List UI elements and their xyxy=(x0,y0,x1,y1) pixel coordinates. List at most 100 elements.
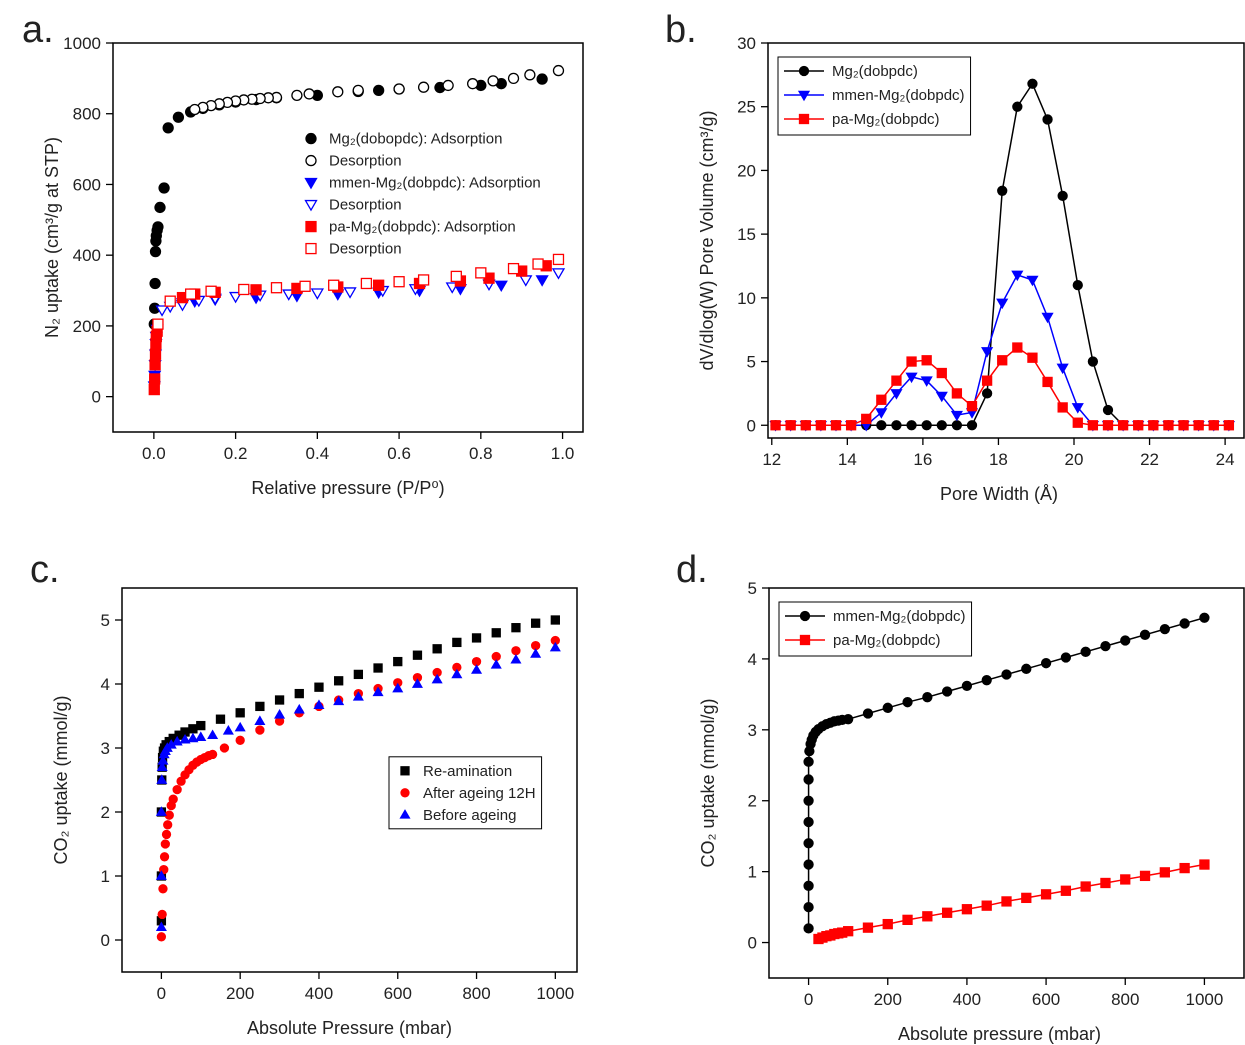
marker xyxy=(966,420,978,431)
legend-marker xyxy=(304,177,318,190)
plot-area xyxy=(803,612,1210,945)
marker xyxy=(1041,312,1054,324)
marker xyxy=(254,715,266,725)
marker xyxy=(936,367,947,379)
marker xyxy=(451,668,463,679)
marker xyxy=(1042,376,1053,388)
y-axis-label: CO₂ uptake (mmol/g) xyxy=(51,695,71,864)
legend-marker xyxy=(305,220,317,233)
marker xyxy=(876,420,887,431)
legend: Mg₂(dobopdc): Adsorption Desorption mmen-M… xyxy=(304,131,541,258)
marker xyxy=(219,743,230,753)
marker xyxy=(843,926,854,937)
marker xyxy=(981,900,992,911)
x-tick-label: 1000 xyxy=(536,984,574,1003)
x-tick-label: 24 xyxy=(1216,450,1235,469)
marker xyxy=(373,279,385,291)
x-tick-label: 0 xyxy=(804,990,813,1009)
plot-frame xyxy=(121,587,578,973)
marker xyxy=(549,641,561,652)
x-tick-label: 600 xyxy=(384,984,412,1003)
x-tick-label: 16 xyxy=(913,450,932,469)
marker xyxy=(1139,870,1151,882)
marker xyxy=(1027,78,1038,89)
marker xyxy=(1001,896,1012,907)
marker xyxy=(168,794,178,804)
marker xyxy=(373,663,383,673)
marker xyxy=(157,755,169,765)
y-tick-label: 20 xyxy=(737,161,756,180)
marker xyxy=(951,420,963,431)
legend-marker xyxy=(305,132,317,145)
marker xyxy=(803,756,814,767)
marker xyxy=(250,284,262,296)
marker xyxy=(205,285,217,297)
x-tick-label: 1000 xyxy=(1186,990,1224,1009)
marker xyxy=(1040,658,1052,669)
y-tick-label: 4 xyxy=(748,650,757,669)
marker xyxy=(941,686,953,697)
marker xyxy=(1133,420,1144,431)
marker xyxy=(314,682,324,692)
marker xyxy=(450,270,462,283)
marker xyxy=(1087,356,1099,367)
marker xyxy=(882,702,893,713)
marker xyxy=(238,283,250,296)
marker xyxy=(159,852,170,862)
legend-marker xyxy=(799,634,811,646)
marker xyxy=(155,806,167,816)
marker xyxy=(961,680,973,692)
y-tick-label: 5 xyxy=(747,353,756,372)
plot-frame xyxy=(768,587,1245,979)
marker xyxy=(891,420,902,431)
marker xyxy=(158,884,168,894)
marker xyxy=(155,921,167,932)
legend-marker xyxy=(305,154,317,167)
x-tick-label: 800 xyxy=(1111,990,1139,1009)
marker xyxy=(552,253,565,266)
x-tick-label: 0.8 xyxy=(469,444,493,463)
marker xyxy=(510,653,522,664)
marker xyxy=(188,724,198,734)
marker xyxy=(411,678,423,688)
marker xyxy=(920,376,933,387)
marker xyxy=(532,258,544,270)
marker xyxy=(803,795,814,806)
marker xyxy=(487,75,499,87)
y-tick-label: 1 xyxy=(748,863,757,882)
marker xyxy=(156,932,167,942)
marker xyxy=(158,182,170,194)
x-tick-label: 800 xyxy=(462,984,490,1003)
marker xyxy=(902,697,913,708)
marker xyxy=(935,391,948,403)
marker xyxy=(966,400,978,412)
marker xyxy=(902,914,913,926)
marker xyxy=(1139,629,1151,640)
legend-box xyxy=(388,756,543,830)
legend-marker xyxy=(400,766,410,776)
legend-label: Desorption xyxy=(329,197,402,214)
marker xyxy=(313,699,325,709)
marker xyxy=(1100,640,1111,652)
legend-marker xyxy=(797,90,811,102)
marker xyxy=(157,909,167,920)
marker xyxy=(152,221,164,233)
marker xyxy=(412,650,423,660)
marker xyxy=(1072,279,1083,291)
y-tick-label: 0 xyxy=(92,388,101,407)
marker xyxy=(950,410,963,422)
marker xyxy=(536,73,548,85)
marker xyxy=(332,86,344,98)
marker xyxy=(149,359,161,371)
marker xyxy=(471,664,483,674)
x-tick-label: 0.4 xyxy=(306,444,330,463)
marker xyxy=(1057,190,1068,202)
marker xyxy=(906,356,917,367)
marker xyxy=(494,280,508,293)
marker xyxy=(163,820,173,830)
marker xyxy=(442,79,454,92)
marker xyxy=(291,89,303,101)
marker xyxy=(164,295,176,307)
y-tick-label: 600 xyxy=(73,175,101,194)
